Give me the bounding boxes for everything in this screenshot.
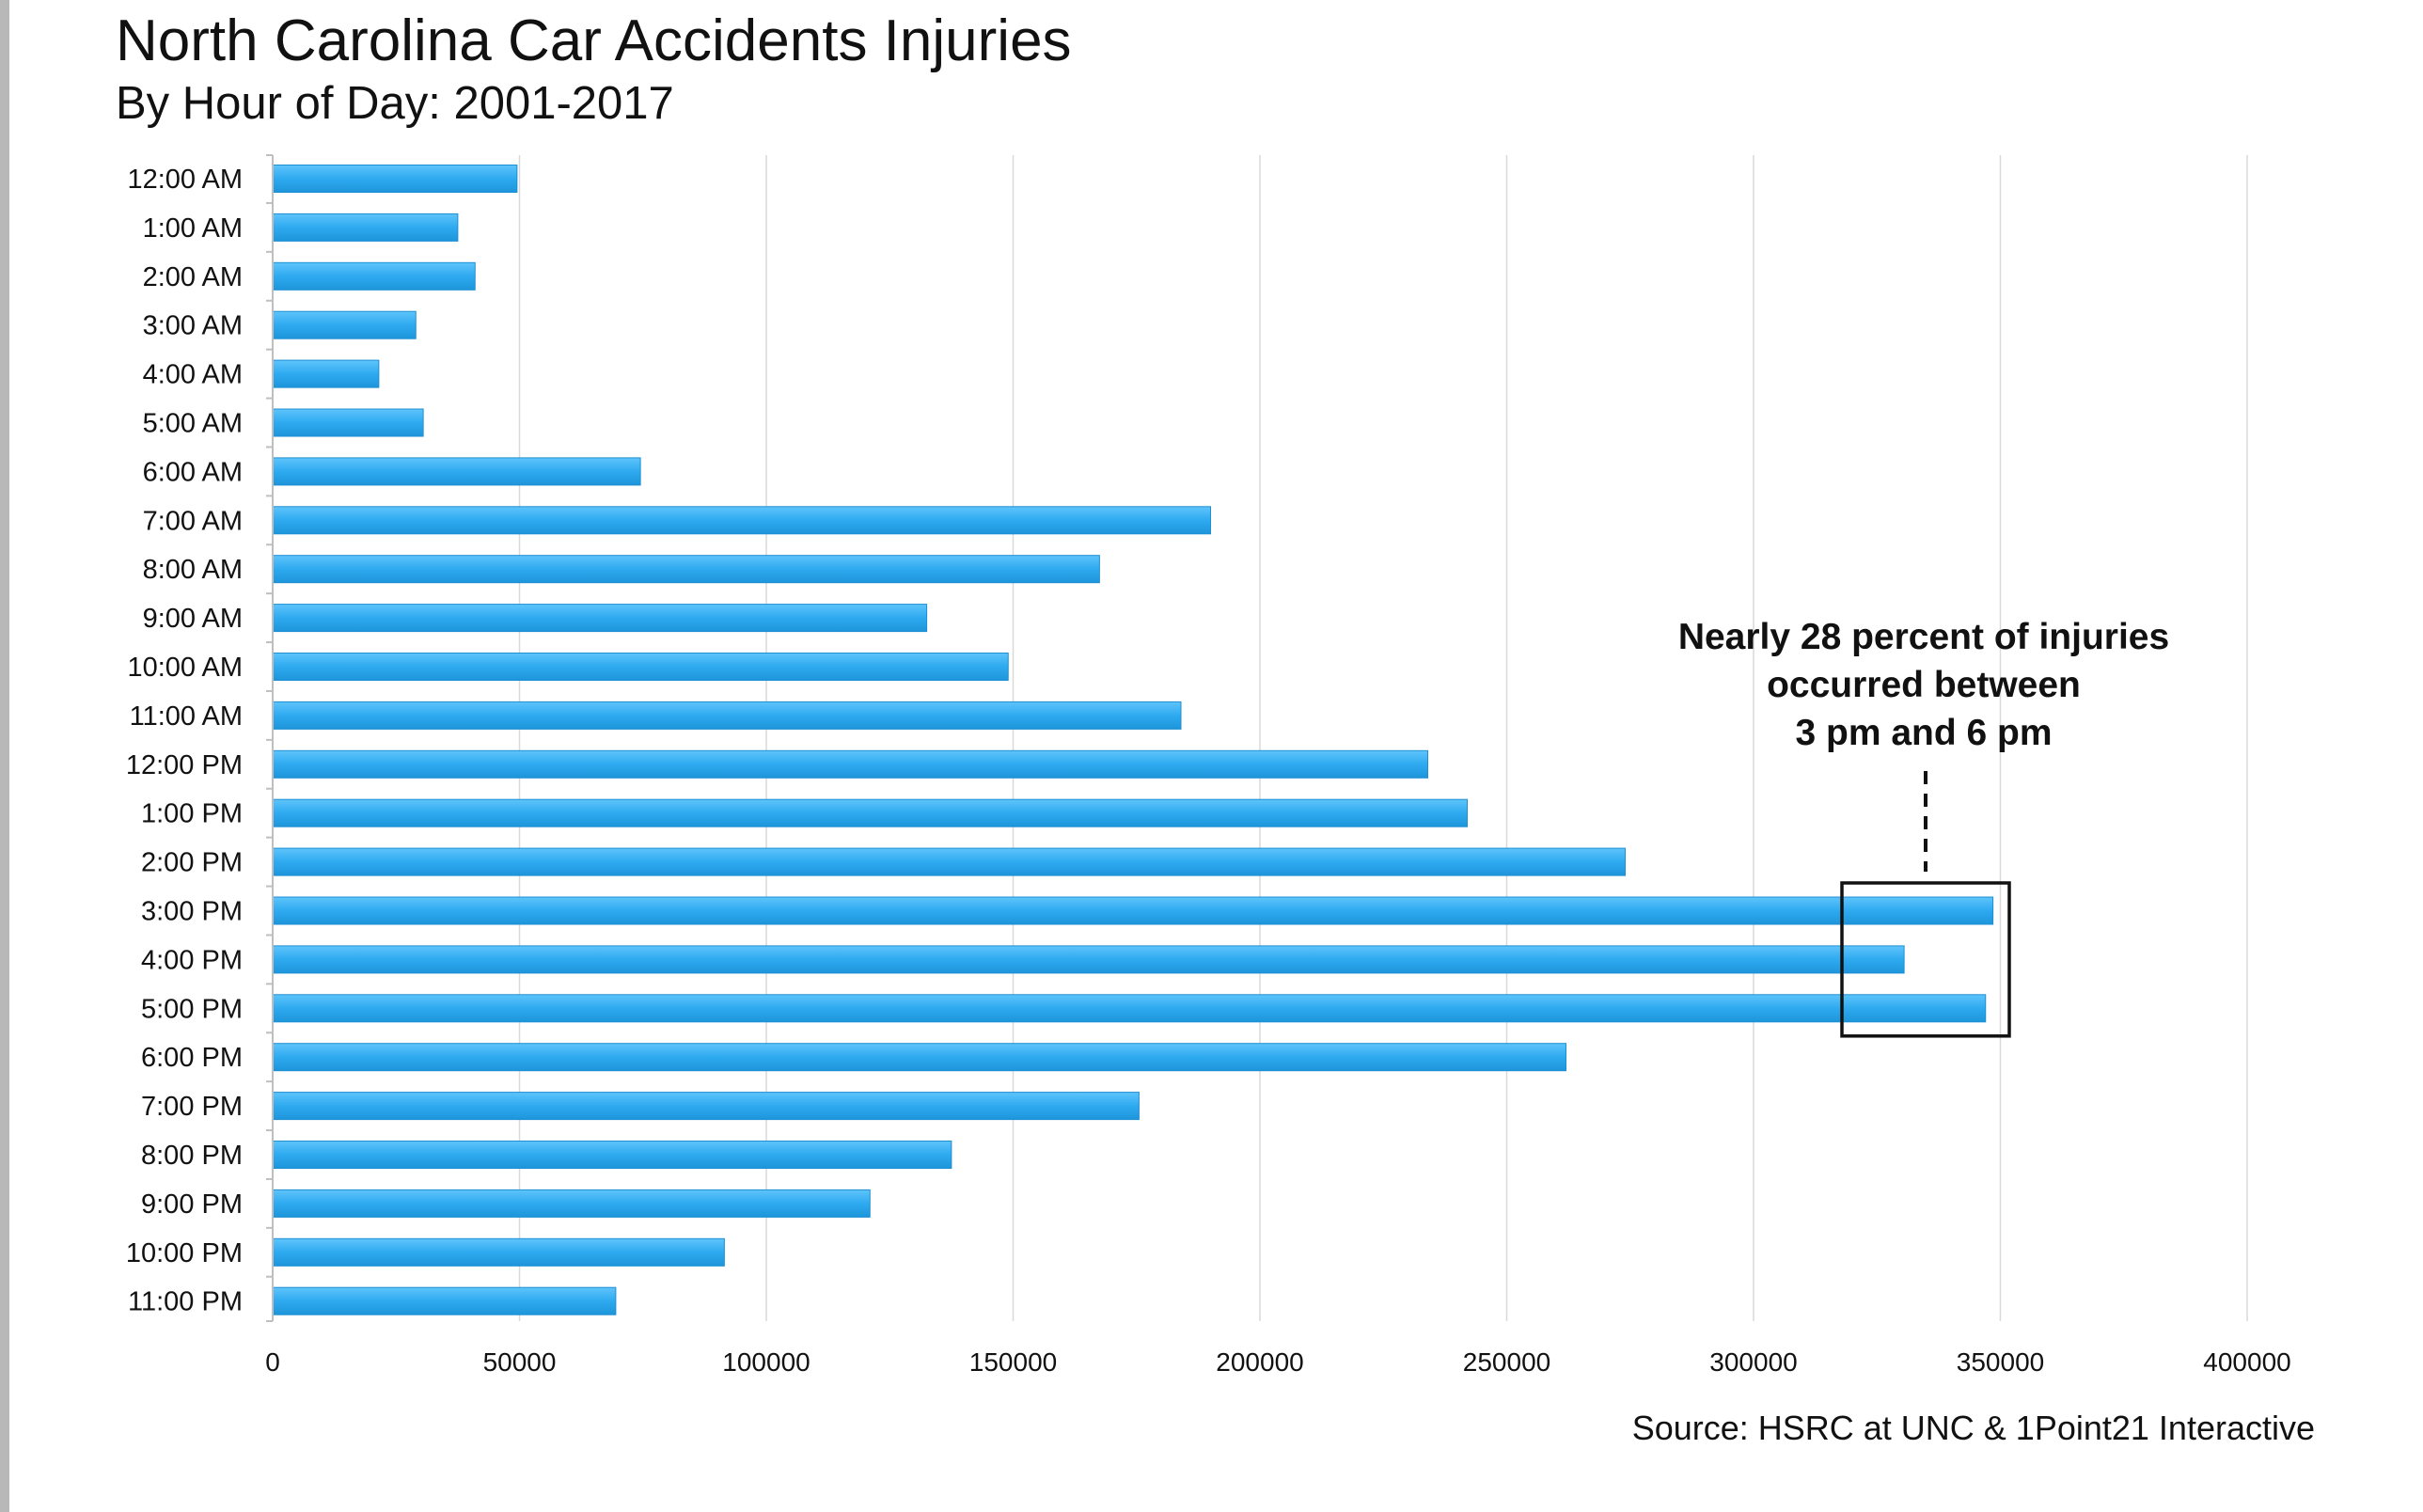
category-label: 7:00 AM [143, 506, 243, 536]
bar [272, 261, 476, 291]
chart-subtitle: By Hour of Day: 2001-2017 [116, 78, 674, 129]
annotation: Nearly 28 percent of injuries occurred be… [1678, 617, 2169, 1038]
category-label: 7:00 PM [141, 1092, 243, 1122]
category-label: 12:00 PM [126, 750, 243, 780]
category-label: 8:00 PM [141, 1141, 243, 1171]
annotation-text: 3 pm and 6 pm [1795, 713, 2052, 753]
x-tick-label: 200000 [1216, 1347, 1303, 1377]
bar [272, 1092, 1140, 1121]
category-label: 2:00 PM [141, 848, 243, 878]
category-label: 10:00 PM [126, 1238, 243, 1268]
category-label: 11:00 PM [128, 1287, 243, 1317]
bar [272, 896, 1994, 925]
bar [272, 506, 1211, 535]
x-tick-label: 300000 [1709, 1347, 1797, 1377]
bar [272, 457, 641, 486]
category-label: 2:00 AM [143, 262, 243, 292]
bar [272, 1189, 871, 1218]
bar [272, 1043, 1566, 1072]
chart-title: North Carolina Car Accidents Injuries [116, 8, 1072, 73]
category-label: 12:00 AM [127, 165, 243, 195]
bar [272, 653, 1009, 681]
annotation-text: occurred between [1767, 665, 2081, 705]
category-label: 3:00 PM [141, 897, 243, 927]
bar [272, 359, 380, 388]
x-tick-label: 100000 [722, 1347, 810, 1377]
bars [272, 165, 1994, 1315]
category-label: 3:00 AM [143, 311, 243, 341]
bar [272, 1286, 617, 1315]
bar [272, 310, 417, 339]
category-label: 10:00 AM [127, 653, 243, 683]
bar [272, 1237, 725, 1267]
bar [272, 555, 1100, 584]
category-label: 11:00 AM [130, 701, 243, 732]
category-label: 1:00 PM [141, 799, 243, 829]
category-label: 8:00 AM [143, 555, 243, 585]
bar [272, 1141, 952, 1169]
bar [272, 749, 1428, 779]
bar [272, 701, 1182, 730]
bar [272, 408, 424, 437]
x-tick-label: 150000 [969, 1347, 1057, 1377]
x-tick-label: 50000 [483, 1347, 557, 1377]
bar [272, 994, 1987, 1023]
bar [272, 798, 1468, 827]
category-labels: 12:00 AM 1:00 AM 2:00 AM 3:00 AM 4:00 AM 5:00… [126, 165, 243, 1317]
category-label: 6:00 PM [141, 1043, 243, 1073]
category-label: 5:00 PM [141, 994, 243, 1024]
bar [272, 604, 928, 633]
bar [272, 165, 518, 193]
category-label: 4:00 PM [141, 945, 243, 975]
category-label: 9:00 PM [141, 1189, 243, 1220]
gridlines [518, 155, 2248, 1321]
source-note: Source: HSRC at UNC & 1Point21 Interacti… [1631, 1409, 2315, 1447]
category-label: 5:00 AM [143, 409, 243, 439]
bar [272, 213, 459, 242]
x-tick-label: 350000 [1957, 1347, 2044, 1377]
category-label: 9:00 AM [143, 604, 243, 634]
left-border [0, 0, 9, 1512]
bar [272, 847, 1626, 876]
annotation-text: Nearly 28 percent of injuries [1678, 617, 2169, 657]
axes [266, 154, 274, 1322]
category-label: 6:00 AM [143, 457, 243, 487]
highlight-box [1840, 881, 2011, 1038]
x-tick-labels: 0 50000 100000 150000 200000 250000 300000 3500… [265, 1347, 2291, 1377]
category-label: 4:00 AM [143, 360, 243, 390]
x-tick-label: 0 [265, 1347, 280, 1377]
x-tick-label: 400000 [2203, 1347, 2290, 1377]
bar [272, 945, 1905, 974]
category-label: 1:00 AM [143, 213, 243, 244]
x-tick-label: 250000 [1463, 1347, 1550, 1377]
